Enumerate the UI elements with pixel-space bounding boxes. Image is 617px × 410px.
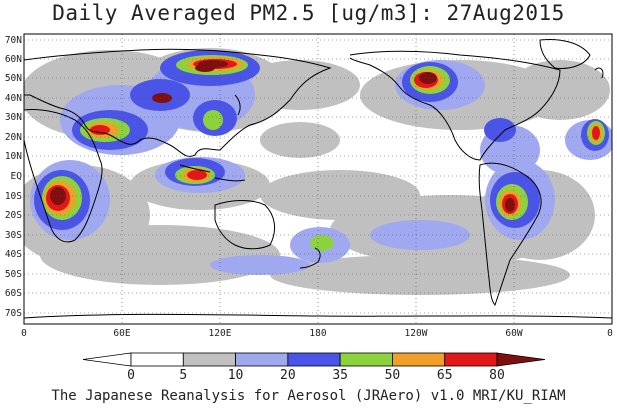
lat-label: 30S	[5, 230, 22, 241]
colorbar-high-arrow	[496, 352, 546, 367]
lon-gridlines	[121, 34, 515, 324]
colorbar-label: 35	[332, 368, 348, 383]
lat-label: 30N	[5, 112, 22, 123]
lat-label: 50S	[5, 269, 22, 280]
colorbar-low-arrow	[82, 352, 132, 367]
colorbar-label: 5	[179, 368, 187, 383]
lat-label: EQ	[11, 171, 23, 182]
lat-label: 50N	[5, 73, 22, 84]
lat-label: 60S	[5, 288, 22, 299]
colorbar-swatch	[182, 352, 236, 367]
colorbar-swatch	[392, 352, 446, 367]
lon-tick-labels: 0 60E 120E 180 120W 60W 0	[21, 328, 613, 339]
colorbar-label: 80	[489, 368, 505, 383]
lat-label: 70S	[5, 308, 22, 319]
colorbar-label: 65	[437, 368, 453, 383]
colorbar-swatch	[287, 352, 341, 367]
colorbar: 0 5 10 20 35 50 65 80	[82, 352, 546, 383]
lon-label: 120E	[209, 328, 232, 339]
colorbar-label: 50	[385, 368, 401, 383]
lat-tick-labels: 70N 60N 50N 40N 30N 20N 10N EQ 10S 20S 3…	[5, 35, 22, 319]
lat-label: 60N	[5, 54, 22, 65]
lat-label: 20S	[5, 210, 22, 221]
map-title: Daily Averaged PM2.5 [ug/m3]: 27Aug2015	[52, 1, 565, 25]
coastlines	[24, 39, 612, 319]
colorbar-swatch	[130, 352, 184, 367]
lat-label: 20N	[5, 132, 22, 143]
colorbar-swatch	[235, 352, 289, 367]
colorbar-label: 0	[127, 368, 135, 383]
lon-label: 0	[607, 328, 613, 339]
map-frame	[23, 33, 613, 325]
colorbar-swatch	[444, 352, 498, 367]
lat-label: 10S	[5, 191, 22, 202]
lat-label: 40S	[5, 249, 22, 260]
lon-label: 0	[21, 328, 27, 339]
colorbar-swatch	[339, 352, 393, 367]
lon-label: 120W	[405, 328, 428, 339]
map-area	[24, 34, 612, 324]
lon-label: 180	[309, 328, 326, 339]
lon-label: 60E	[113, 328, 130, 339]
lat-label: 70N	[5, 35, 22, 46]
lat-label: 40N	[5, 93, 22, 104]
lon-label: 60W	[505, 328, 522, 339]
colorbar-label: 20	[280, 368, 296, 383]
colorbar-label: 10	[228, 368, 244, 383]
footer-credit: The Japanese Reanalysis for Aerosol (JRA…	[51, 388, 566, 404]
pm25-layer-80-plus	[50, 60, 515, 212]
lat-label: 10N	[5, 151, 22, 162]
